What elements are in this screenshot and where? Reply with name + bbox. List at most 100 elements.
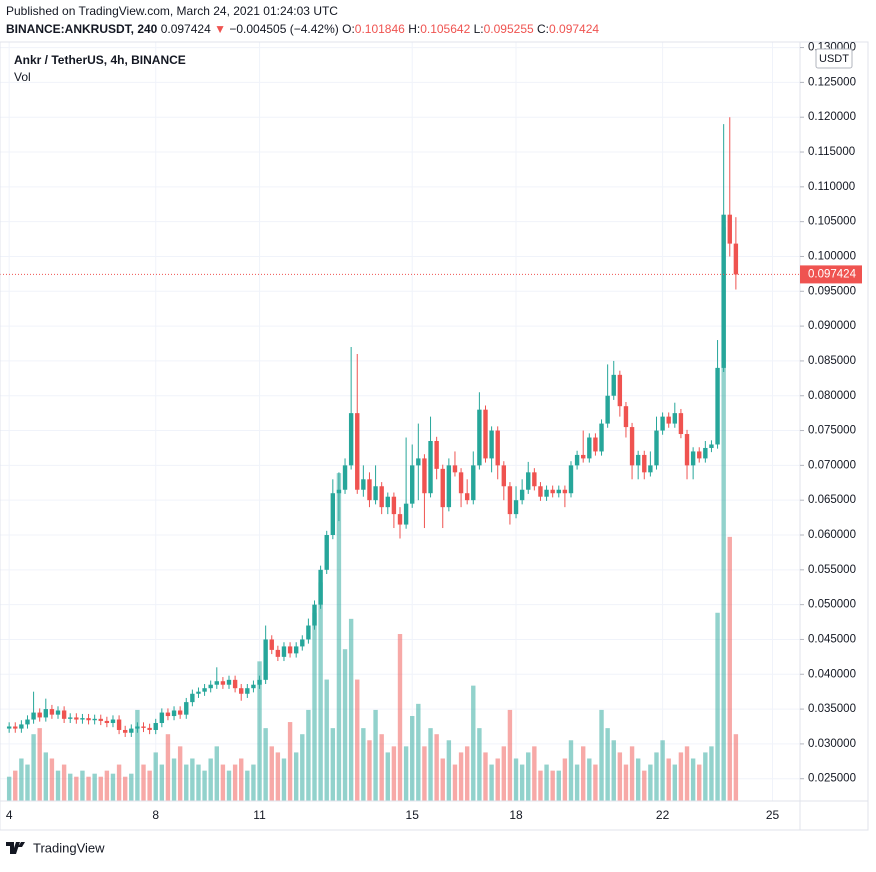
y-tick-label: 0.025000 — [808, 773, 856, 785]
candle-body — [116, 719, 122, 730]
y-tick-label: 0.080000 — [808, 390, 856, 402]
candle-body — [690, 451, 696, 466]
candle-body — [410, 465, 415, 504]
candle-body — [86, 718, 91, 721]
candle-body — [391, 496, 397, 515]
candle-body — [434, 440, 439, 469]
volume-bar — [709, 746, 714, 801]
candle-body — [587, 437, 592, 459]
candle-body — [226, 679, 232, 685]
volume-bar — [355, 679, 360, 801]
volume-bar — [471, 685, 476, 801]
volume-bar — [49, 758, 55, 801]
y-tick-label: 0.070000 — [808, 459, 856, 471]
candle-body — [348, 413, 354, 466]
volume-bar — [660, 740, 665, 801]
candle-body — [318, 569, 323, 605]
candle-body — [19, 724, 24, 729]
volume-bar — [245, 770, 250, 801]
volume-bar — [220, 764, 226, 801]
candle-body — [68, 717, 73, 719]
candle-body — [184, 702, 189, 715]
volume-bar — [80, 770, 85, 801]
candle-body — [342, 465, 348, 490]
volume-bar — [483, 752, 488, 801]
candle-body — [471, 465, 476, 501]
h-value: 0.105642 — [420, 22, 470, 36]
volume-bar — [184, 764, 189, 801]
y-tick-label: 0.090000 — [808, 320, 856, 332]
candle-body — [110, 719, 116, 724]
volume-bar — [379, 734, 384, 801]
volume-bar — [232, 764, 238, 801]
arrow: ▼ — [214, 22, 226, 36]
y-tick-label: 0.085000 — [808, 355, 856, 367]
candle-body — [275, 649, 281, 657]
volume-label: Vol — [14, 70, 31, 84]
volume-bar — [257, 661, 262, 801]
candle-body — [202, 688, 207, 692]
last: 0.097424 — [161, 22, 211, 36]
candle-body — [397, 514, 403, 525]
x-tick-label: 4 — [6, 808, 13, 822]
volume-bar — [348, 618, 354, 801]
c-label: C: — [537, 22, 549, 36]
volume-bar — [617, 752, 623, 801]
volume-bar — [171, 758, 177, 801]
volume-bar — [177, 746, 183, 801]
candle-body — [483, 409, 488, 459]
volume-bar — [25, 764, 30, 801]
volume-bar — [532, 746, 537, 801]
volume-bar — [635, 758, 641, 801]
volume-bar — [68, 773, 73, 801]
volume-bar — [477, 728, 482, 801]
volume-bar — [581, 746, 586, 801]
volume-bar — [721, 227, 726, 802]
axes: 0.025000 0.030000 0.035000 0.040000 0.045000… — [6, 42, 862, 822]
y-tick-label: 0.040000 — [808, 668, 856, 680]
candle-body — [220, 681, 226, 685]
volume-bar — [135, 709, 140, 801]
currency-badge — [815, 48, 853, 69]
volume-bar — [501, 746, 507, 801]
volume-bar — [330, 728, 336, 801]
candle-body — [196, 691, 201, 694]
candle-body — [355, 413, 360, 490]
volume-bar — [190, 758, 195, 801]
volume-bar — [55, 770, 61, 801]
symbol: BINANCE:ANKRUSDT, 240 — [6, 22, 158, 36]
candle-body — [43, 709, 48, 718]
volume-bar — [6, 776, 12, 801]
candle-body — [336, 489, 342, 494]
l-label: L: — [474, 22, 484, 36]
candle-body — [709, 444, 714, 448]
volume-bar — [74, 776, 79, 801]
logo-icon — [6, 842, 25, 854]
candle-body — [422, 458, 427, 494]
candle-body — [672, 413, 678, 424]
o-value: 0.101846 — [355, 22, 405, 36]
last-price-label: 0.097424 — [808, 268, 857, 280]
header: BINANCE:ANKRUSDT, 240 0.097424 ▼ −0.0045… — [6, 22, 599, 36]
candle-body — [703, 447, 708, 459]
candle-body — [538, 486, 543, 497]
volume-bar — [556, 770, 561, 801]
x-tick-label: 22 — [656, 808, 670, 822]
x-tick-label: 15 — [406, 808, 420, 822]
candle-body — [727, 214, 732, 244]
volume-bar — [61, 764, 67, 801]
candle-body — [257, 679, 262, 685]
volume-bar — [403, 746, 409, 801]
candle-body — [574, 454, 580, 466]
h-label: H: — [408, 22, 420, 36]
candle-body — [31, 712, 36, 720]
volume-bar — [300, 734, 305, 801]
candle-body — [495, 430, 500, 466]
volume-bar — [397, 634, 403, 801]
candle-body — [208, 684, 213, 689]
volume-bar — [281, 758, 287, 801]
candle-body — [129, 728, 134, 733]
volume-bar — [196, 764, 201, 801]
candle-body — [593, 437, 598, 452]
